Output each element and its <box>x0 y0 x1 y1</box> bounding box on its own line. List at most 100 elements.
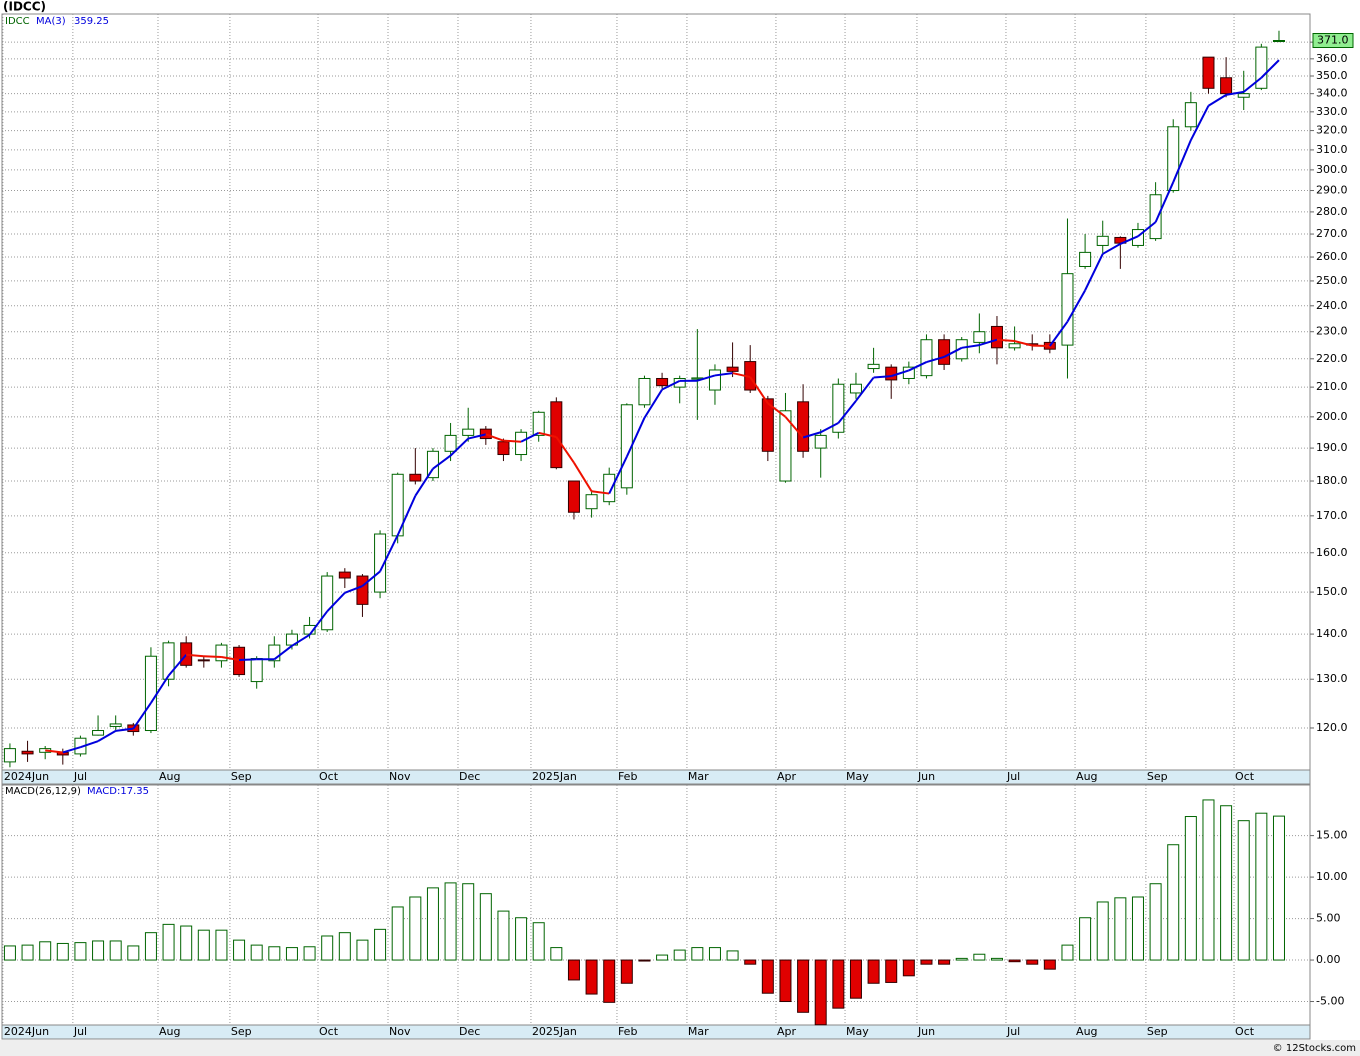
candle-body <box>726 366 739 372</box>
candle-body <box>814 434 827 449</box>
candle-body <box>409 473 422 482</box>
macd-bar <box>515 917 528 961</box>
ma-segment <box>873 375 892 379</box>
ma-segment <box>979 338 998 347</box>
candle-body <box>444 434 457 452</box>
ma-segment <box>432 454 452 470</box>
macd-bar <box>479 893 492 961</box>
last-value-label: 371.0 <box>1317 34 1349 47</box>
macd-bar <box>797 959 810 1013</box>
ma-segment <box>449 437 469 457</box>
x-tick-label: Oct <box>319 770 339 783</box>
x-tick-label: Aug <box>1076 1025 1097 1038</box>
y-tick-label: 240.0 <box>1316 299 1348 312</box>
ma-segment <box>485 433 504 442</box>
candle-body <box>1131 229 1144 246</box>
candle-body <box>162 642 175 680</box>
candle-body <box>92 730 105 736</box>
y-tick-label: 310.0 <box>1316 143 1348 156</box>
macd-bar <box>920 959 933 965</box>
ma-segment <box>697 374 716 382</box>
ma-segment <box>1137 221 1157 238</box>
ma-segment <box>1243 76 1262 93</box>
ma-segment <box>943 346 963 358</box>
legend-symbol: IDCC <box>5 16 30 27</box>
ma-segment <box>855 376 875 402</box>
candle-body <box>321 575 334 631</box>
candle-body <box>515 431 528 456</box>
macd-bar <box>56 942 69 961</box>
x-tick-label: Mar <box>688 1025 709 1038</box>
macd-bar <box>726 950 739 961</box>
y-tick-label: 0.00 <box>1316 953 1341 966</box>
candle-body <box>21 750 34 755</box>
y-tick-label: 320.0 <box>1316 124 1348 137</box>
macd-bar <box>409 896 422 961</box>
candle-body <box>462 428 475 436</box>
candle-body <box>1202 56 1215 89</box>
ma-segment <box>661 379 681 391</box>
x-tick-label: Feb <box>618 1025 637 1038</box>
macd-bar <box>497 910 510 961</box>
ma-segment <box>1066 289 1086 323</box>
macd-bar <box>1167 844 1180 961</box>
macd-bar <box>638 959 651 962</box>
macd-bar <box>1237 820 1250 961</box>
x-tick-label: Dec <box>459 770 480 783</box>
x-tick-label: Nov <box>389 770 411 783</box>
macd-bar <box>21 944 34 961</box>
macd-bar <box>92 940 105 961</box>
y-tick-label: 260.0 <box>1316 250 1348 263</box>
macd-bar <box>832 959 845 1009</box>
ma-segment <box>1172 139 1192 183</box>
macd-bar <box>3 945 16 961</box>
ma-segment <box>1154 181 1175 223</box>
macd-bar <box>1043 959 1056 970</box>
x-tick-label: May <box>846 1025 869 1038</box>
macd-bar <box>197 929 210 961</box>
legend-ma-value: 359.25 <box>74 16 109 27</box>
ma-segment <box>820 422 839 434</box>
x-axis-strip <box>1 1024 1311 1040</box>
x-tick-label: Dec <box>459 1025 480 1038</box>
macd-bar <box>1026 959 1039 965</box>
ma-segment <box>379 534 399 572</box>
ma-segment <box>167 654 187 677</box>
y-tick-label: 170.0 <box>1316 509 1348 522</box>
ma-segment <box>467 433 487 440</box>
ma-segment <box>62 746 81 754</box>
ma-segment <box>1014 340 1033 347</box>
ma-segment <box>714 372 733 377</box>
candle-body <box>550 401 563 469</box>
ma-segment <box>591 490 610 495</box>
y-tick-label: 340.0 <box>1316 87 1348 100</box>
x-tick-label: Sep <box>1147 770 1168 783</box>
candle-body <box>920 339 933 377</box>
macd-bar <box>761 959 774 994</box>
macd-bar <box>391 906 404 961</box>
ma-segment <box>45 749 63 754</box>
ma-segment <box>1119 235 1139 245</box>
candle-body <box>497 441 510 456</box>
macd-bar <box>885 959 898 983</box>
y-tick-label: 280.0 <box>1316 205 1348 218</box>
macd-bar <box>814 959 827 1026</box>
macd-bar <box>1008 959 1021 963</box>
macd-bar <box>673 949 686 961</box>
macd-bar <box>955 957 968 961</box>
x-tick-label: Nov <box>389 1025 411 1038</box>
ma-segment <box>1084 253 1104 291</box>
candle-body <box>761 398 774 452</box>
y-tick-label: 10.00 <box>1316 870 1348 883</box>
ma-segment <box>908 361 927 372</box>
ma-segment <box>344 585 363 594</box>
ma-segment <box>784 416 804 439</box>
ma-segment <box>414 468 434 497</box>
x-tick-label: Jun <box>917 1025 935 1038</box>
macd-bar <box>779 959 792 1003</box>
ma-segment <box>1225 90 1244 96</box>
ma-segment <box>961 344 980 349</box>
macd-bar <box>585 959 598 995</box>
x-tick-label: Jul <box>1006 1025 1020 1038</box>
